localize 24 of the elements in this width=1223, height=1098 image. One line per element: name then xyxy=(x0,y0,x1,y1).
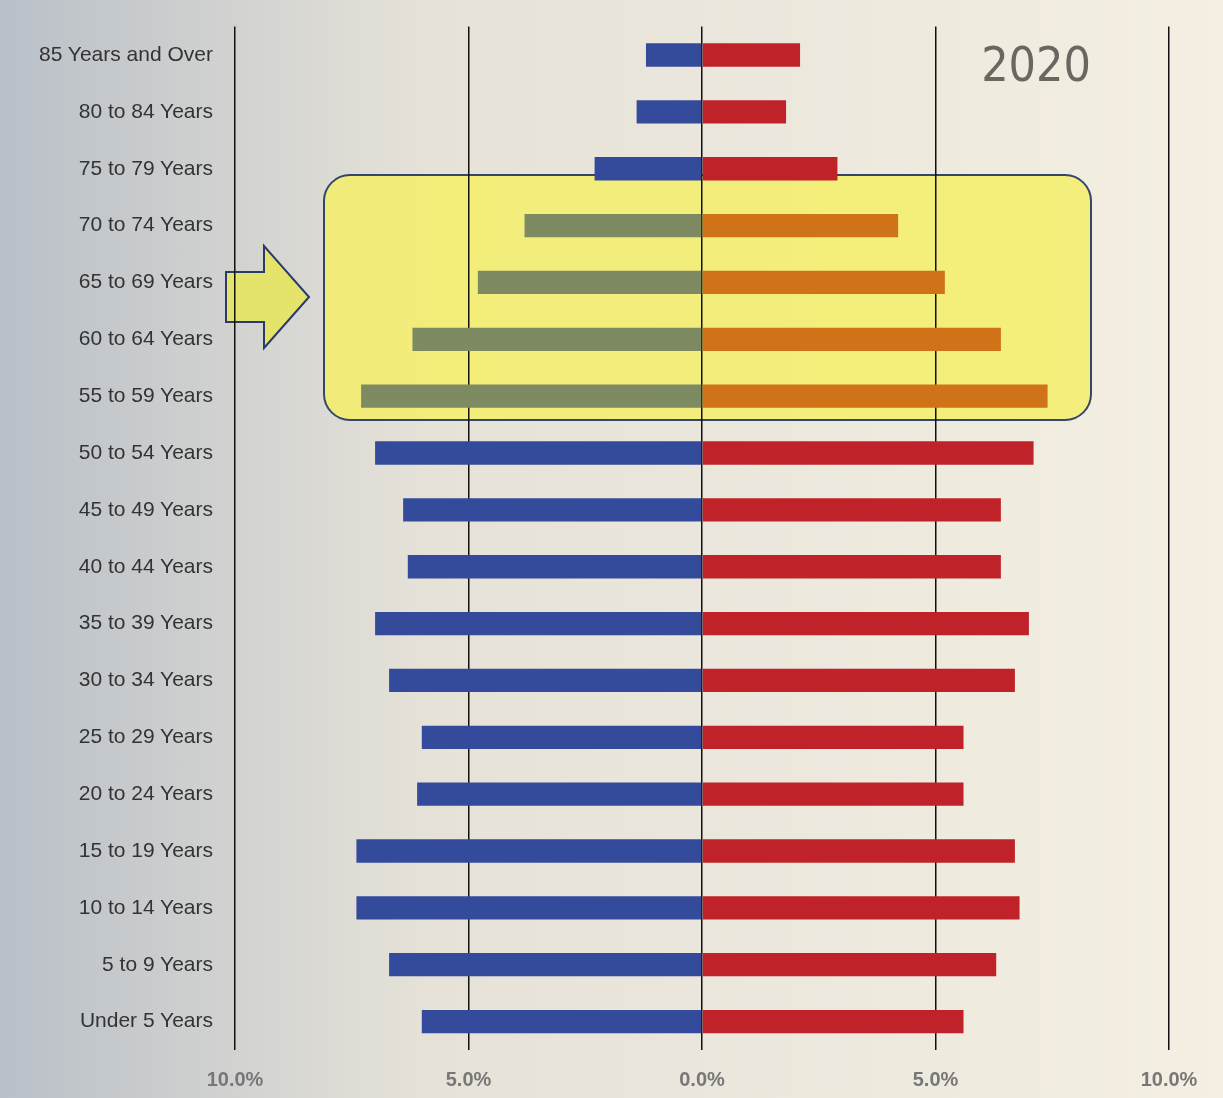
y-tick-label: 80 to 84 Years xyxy=(78,98,213,122)
y-tick-label: 60 to 64 Years xyxy=(78,326,213,350)
x-tick-label: 0.0% xyxy=(679,1067,726,1090)
x-tick-label: 5.0% xyxy=(445,1067,492,1090)
y-tick-label: 55 to 59 Years xyxy=(78,382,213,406)
y-tick-label: 45 to 49 Years xyxy=(78,496,213,520)
y-tick-label: 5 to 9 Years xyxy=(102,951,213,975)
y-tick-label: 35 to 39 Years xyxy=(78,610,213,634)
y-tick-label: 25 to 29 Years xyxy=(78,724,213,748)
y-tick-label: 75 to 79 Years xyxy=(78,155,213,179)
y-tick-label: 70 to 74 Years xyxy=(78,212,213,236)
y-tick-label: Under 5 Years xyxy=(79,1008,213,1032)
annotation: 2020 xyxy=(981,36,1091,93)
y-tick-label: 85 Years and Over xyxy=(39,41,213,65)
x-tick-label: 10.0% xyxy=(206,1067,264,1090)
y-tick-label: 40 to 44 Years xyxy=(78,553,213,577)
y-tick-label: 65 to 69 Years xyxy=(78,269,213,293)
y-tick-label: 15 to 19 Years xyxy=(78,837,213,861)
y-tick-label: 20 to 24 Years xyxy=(78,780,213,804)
x-tick-label: 5.0% xyxy=(912,1067,959,1090)
y-tick-label: 10 to 14 Years xyxy=(78,894,213,918)
y-tick-label: 30 to 34 Years xyxy=(78,667,213,691)
x-tick-label: 10.0% xyxy=(1140,1067,1198,1090)
y-tick-label: 50 to 54 Years xyxy=(78,439,213,463)
